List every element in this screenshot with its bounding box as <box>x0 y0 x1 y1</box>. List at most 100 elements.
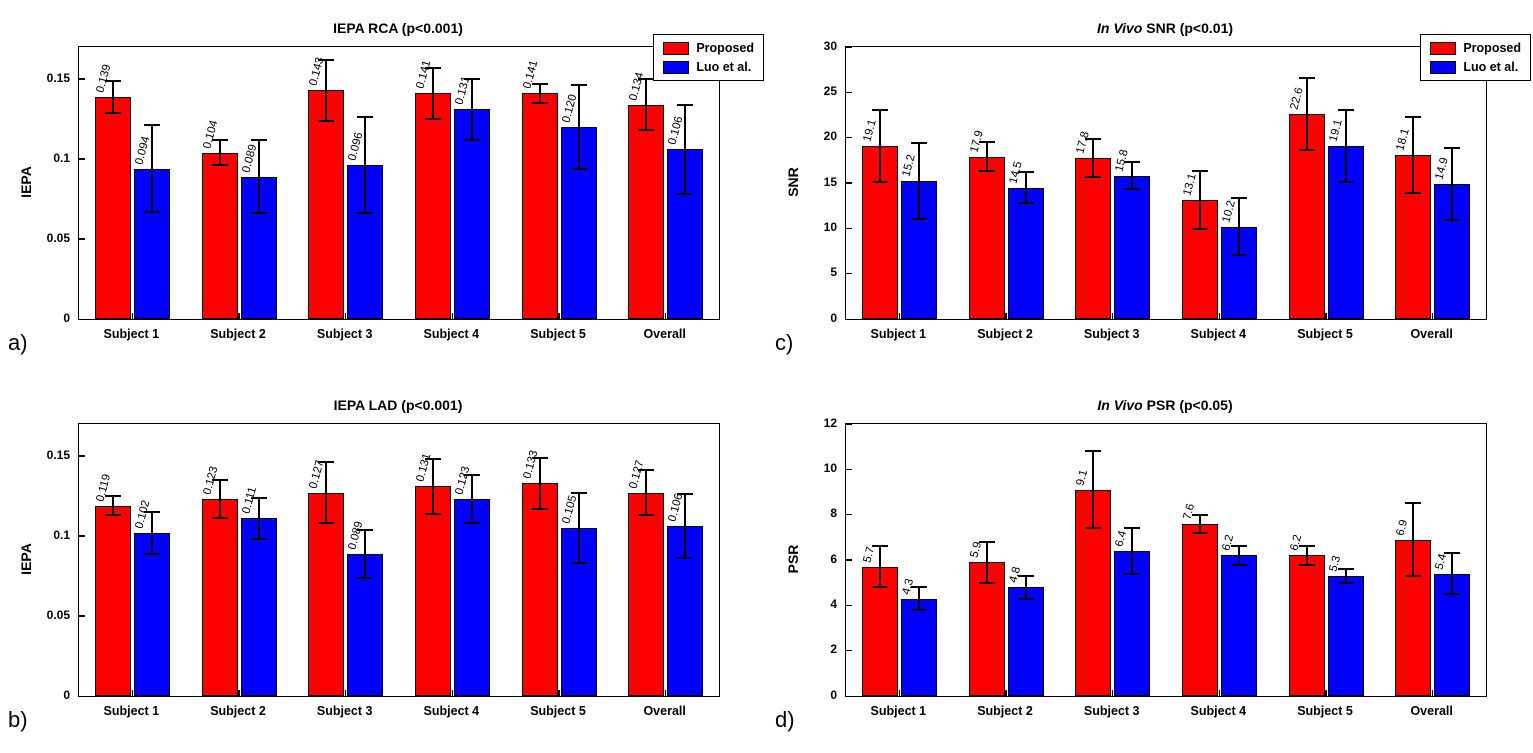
y-tick-mark <box>846 46 852 48</box>
error-bar-line <box>684 104 687 195</box>
error-bar-cap-bottom <box>1337 181 1354 184</box>
x-tick-label: Subject 3 <box>1083 704 1140 718</box>
error-bar-cap-top <box>1017 171 1034 174</box>
error-bar-cap-top <box>1085 450 1102 453</box>
x-tick-label: Subject 4 <box>1190 704 1247 718</box>
error-bar-line <box>1131 528 1134 574</box>
bar-value-label: 14.9 <box>1433 156 1451 181</box>
error-bar-cap-bottom <box>1017 201 1034 204</box>
bar-value-label: 7.6 <box>1181 502 1197 521</box>
error-bar-line <box>1344 569 1347 583</box>
bar-value-label: 19.1 <box>1326 118 1345 143</box>
y-tick-label: 0.05 <box>46 607 70 622</box>
x-tick-mark <box>1325 313 1327 319</box>
bar-value-label: 0.141 <box>520 59 540 91</box>
error-bar-line <box>1237 546 1240 565</box>
error-bar-cap-bottom <box>1298 149 1315 152</box>
error-bar-cap-top <box>1298 545 1315 548</box>
legend-swatch <box>1430 41 1457 55</box>
bar-value-label: 0.131 <box>414 452 434 484</box>
error-bar-cap-top <box>531 82 548 85</box>
error-bar-line <box>684 494 687 559</box>
bar <box>1288 555 1325 696</box>
error-bar-line <box>1412 503 1415 576</box>
error-bar-line <box>1092 138 1095 177</box>
y-tick-label: 8 <box>830 506 837 521</box>
y-tick-mark <box>846 513 852 516</box>
error-bar-line <box>150 512 153 554</box>
error-bar-cap-bottom <box>531 102 548 104</box>
error-bar-line <box>577 85 580 169</box>
error-bar-cap-bottom <box>978 170 995 173</box>
y-tick-label: 2 <box>830 642 837 657</box>
panel-c-invivo-snr: c) 19.1 15.2 17.9 14.5 17.8 15.8 13.1 10.2 22.6 1… <box>767 0 1533 376</box>
error-bar-cap-top <box>463 474 480 477</box>
bar-value-label: 5.3 <box>1326 554 1343 573</box>
bar <box>968 156 1005 319</box>
error-bar-line <box>325 59 328 121</box>
y-tick-mark <box>846 182 852 184</box>
error-bar-line <box>431 67 434 119</box>
x-tick-label: Overall <box>1410 327 1453 341</box>
bar-value-label: 0.127 <box>627 458 647 490</box>
error-bar-line <box>1451 553 1454 594</box>
y-tick-mark <box>79 238 85 240</box>
error-bar-cap-bottom <box>250 212 267 215</box>
x-tick-mark <box>451 313 454 319</box>
bar-value-label: 0.102 <box>133 498 153 530</box>
error-bar-line <box>470 79 473 140</box>
panel-label-b: b) <box>8 707 28 732</box>
error-bar-line <box>150 125 153 212</box>
x-tick-mark <box>1431 313 1434 319</box>
bar-value-label: 0.143 <box>307 56 327 88</box>
error-bar-line <box>645 79 648 131</box>
legend-item: Proposed <box>663 41 754 55</box>
bar-value-label: 0.105 <box>559 494 579 525</box>
error-bar-line <box>1451 147 1454 221</box>
bar-value-label: 5.7 <box>861 545 877 564</box>
error-bar-cap-bottom <box>1017 597 1034 600</box>
bar-value-label: 0.139 <box>94 62 114 94</box>
bar <box>1114 550 1151 696</box>
x-tick-mark <box>558 690 560 696</box>
bar-value-label: 0.120 <box>559 93 579 124</box>
error-bar-line <box>538 457 541 509</box>
error-bar-cap-top <box>1017 574 1034 577</box>
legend-item: Luo et al. <box>1430 60 1521 74</box>
error-bar-cap-bottom <box>463 522 480 525</box>
y-tick-mark <box>846 559 852 561</box>
x-tick-label: Subject 1 <box>103 327 160 341</box>
error-bar-cap-bottom <box>357 212 374 215</box>
chart-title: IEPA RCA (p<0.001) <box>333 20 463 36</box>
bar <box>667 149 704 319</box>
error-bar-cap-bottom <box>677 193 694 196</box>
bar-value-label: 0.094 <box>133 134 153 166</box>
y-tick-label: 0.1 <box>53 150 70 165</box>
error-bar-cap-bottom <box>104 514 121 517</box>
bar-value-label: 6.2 <box>1287 533 1304 553</box>
bar-value-label: 0.111 <box>239 486 259 516</box>
error-bar-cap-bottom <box>318 119 335 122</box>
x-tick-mark <box>1431 690 1434 696</box>
plot-area: 19.1 15.2 17.9 14.5 17.8 15.8 13.1 10.2 22.6 19.1… <box>845 46 1487 320</box>
bar <box>453 109 490 319</box>
panel-label-a: a) <box>8 330 28 355</box>
error-bar-cap-bottom <box>910 608 927 611</box>
bar <box>414 93 451 319</box>
panel-a-iepa-rca: a) 0.139 0.094 0.104 0.089 0.143 0.096 0.141 0.… <box>0 0 766 376</box>
error-bar-cap-top <box>1405 115 1422 118</box>
error-bar-cap-top <box>677 493 694 496</box>
error-bar-cap-top <box>1298 76 1315 79</box>
error-bar-cap-top <box>211 479 228 481</box>
bar-value-label: 5.4 <box>1433 552 1450 571</box>
y-tick-label: 12 <box>823 415 837 430</box>
y-tick-mark <box>79 78 85 80</box>
legend-label: Luo et al. <box>696 60 752 74</box>
x-tick-label: Subject 3 <box>316 704 373 718</box>
bar <box>521 93 558 319</box>
bar <box>1007 187 1044 319</box>
bar-value-label: 4.3 <box>900 576 916 596</box>
x-tick-mark <box>344 690 347 696</box>
x-tick-mark <box>1111 313 1114 319</box>
error-bar-cap-top <box>250 496 267 499</box>
